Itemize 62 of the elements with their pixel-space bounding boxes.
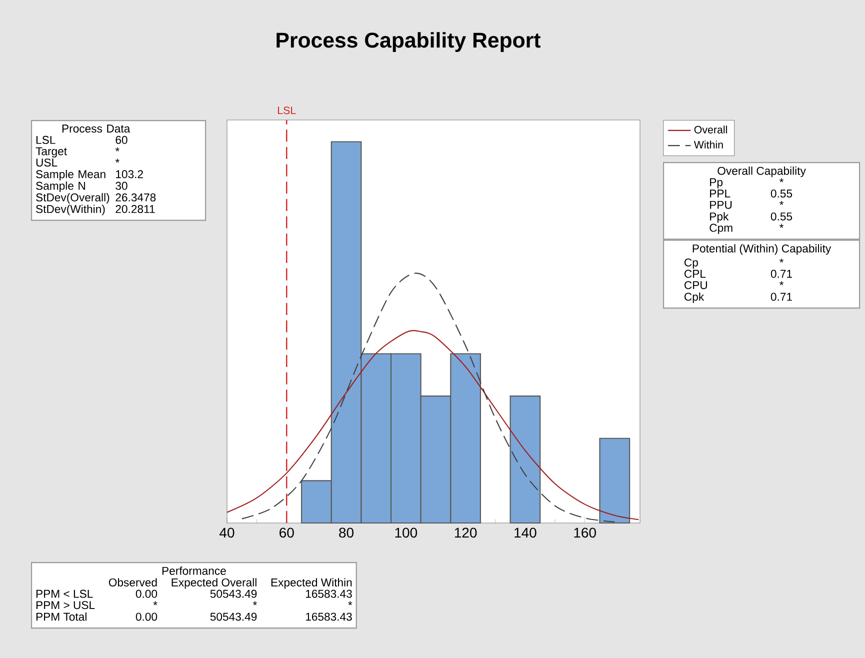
text: 0.55 <box>770 212 792 220</box>
text: 16583.43 <box>306 612 352 621</box>
text: Target <box>36 147 67 158</box>
text: PPM < LSL <box>36 590 93 598</box>
text: StDev(Overall) <box>36 193 110 204</box>
text: 0.55 <box>770 190 792 198</box>
text: 50543.49 <box>210 612 257 621</box>
chart-title: Process Capability Report <box>276 32 540 52</box>
x-tick-label: 80 <box>339 528 354 538</box>
text: * <box>153 601 158 606</box>
text: CPU <box>684 281 707 290</box>
text: Sample Mean <box>36 170 106 180</box>
text: StDev(Within) <box>36 204 105 216</box>
text: * <box>115 147 120 152</box>
text: USL <box>36 158 58 167</box>
text: * <box>779 200 784 205</box>
text: PPL <box>710 190 730 198</box>
text: PPM > USL <box>36 601 95 610</box>
x-tick-label: 120 <box>454 528 477 538</box>
text: * <box>252 601 257 606</box>
text: * <box>779 224 784 228</box>
legend-label: Within <box>694 140 723 148</box>
text: * <box>779 258 784 263</box>
legend-label: Overall <box>694 126 727 134</box>
text: Cpk <box>684 292 704 303</box>
text: 26.3478 <box>116 193 156 202</box>
text: 0.71 <box>770 270 792 278</box>
text: * <box>779 178 784 182</box>
text: 30 <box>116 182 128 190</box>
text: * <box>348 601 352 606</box>
x-tick-label: 60 <box>280 528 294 538</box>
text: LSL <box>36 136 56 144</box>
ref-line-label: LSL <box>278 106 296 114</box>
text: Ppk <box>710 212 729 223</box>
text: Performance <box>162 566 226 575</box>
text: Process Data <box>62 124 130 133</box>
text: 16583.43 <box>306 590 352 598</box>
text: 0.00 <box>136 612 158 621</box>
text: PPU <box>710 200 732 209</box>
text: * <box>115 158 120 163</box>
text: * <box>779 281 784 286</box>
text: 20.2811 <box>116 205 155 214</box>
text: 0.00 <box>136 590 158 598</box>
text: Observed <box>108 578 157 586</box>
x-tick-label: 100 <box>395 528 418 538</box>
text: Cpm <box>710 224 732 234</box>
text: 60 <box>116 136 128 144</box>
text: PPM Total <box>36 612 86 621</box>
text: Expected Within <box>271 578 352 589</box>
text: 0.71 <box>770 292 792 301</box>
x-tick-label: 140 <box>514 528 536 538</box>
text: Overall Capability <box>718 166 806 178</box>
text: Sample N <box>36 181 85 192</box>
x-tick-label: 40 <box>220 528 234 538</box>
text: 103.2 <box>116 170 143 178</box>
text: Cp <box>684 258 698 269</box>
text: Potential (Within) Capability <box>692 244 832 255</box>
text: 50543.49 <box>210 590 257 598</box>
x-tick-label: 160 <box>574 528 596 538</box>
text: Expected Overall <box>172 578 256 589</box>
text: CPL <box>684 270 706 278</box>
text: Pp <box>710 178 723 188</box>
